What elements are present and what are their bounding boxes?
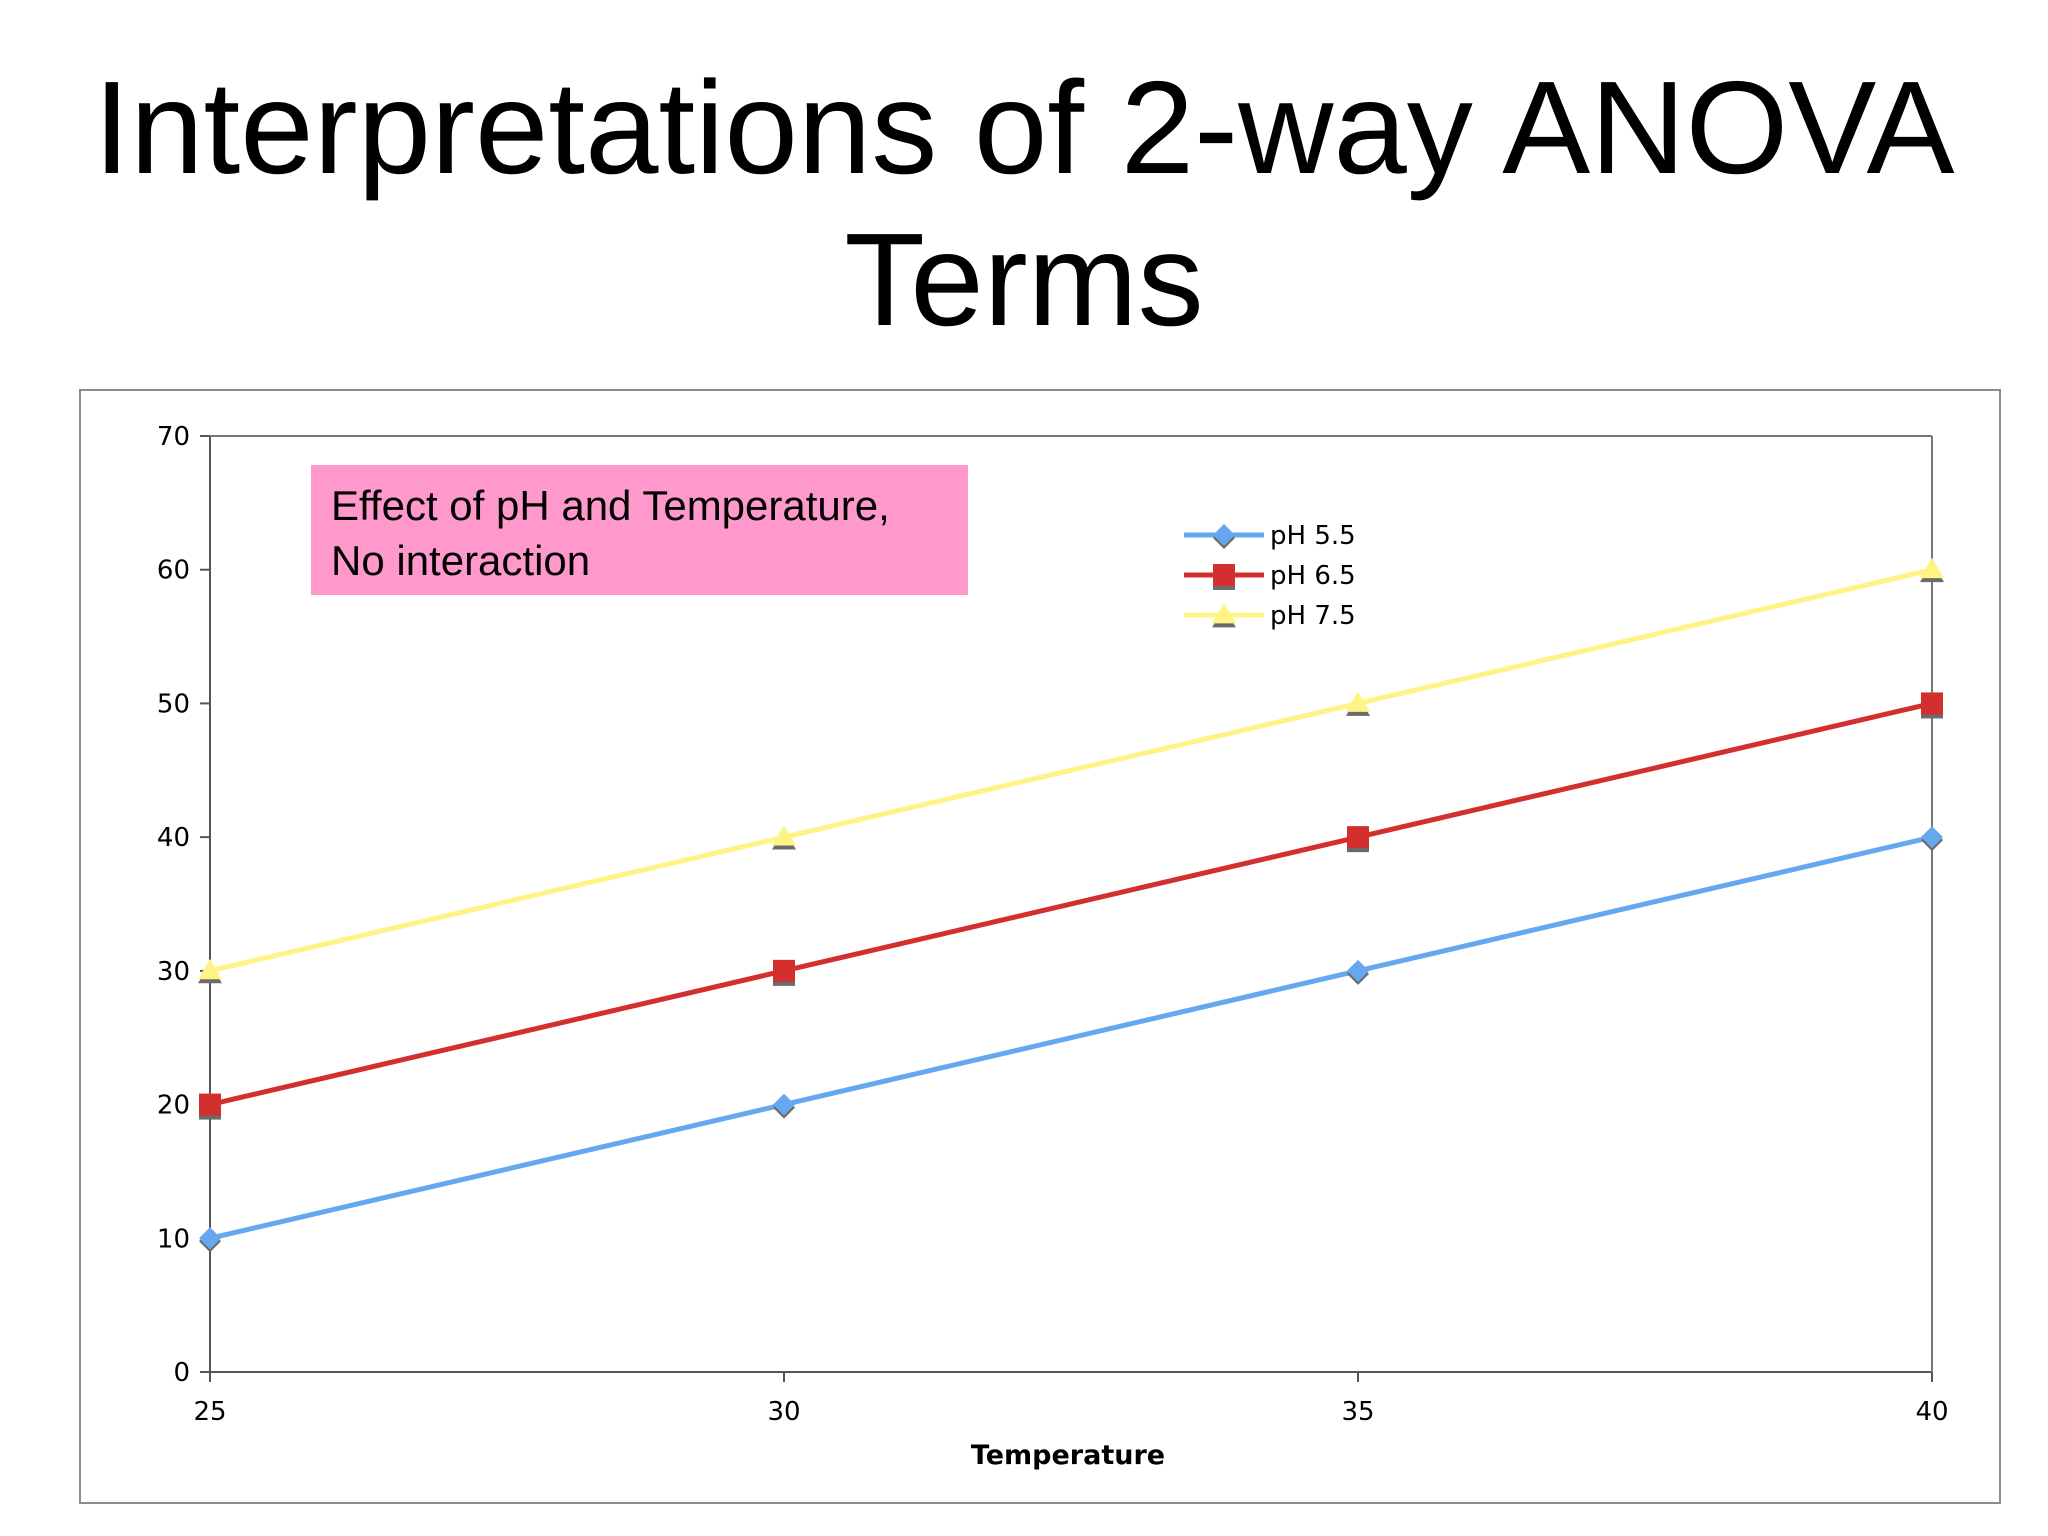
slide-title-line-1: Interpretations of 2-way ANOVA: [93, 54, 1955, 201]
annotation-line-2: No interaction: [331, 537, 590, 584]
x-tick-label: 30: [767, 1397, 800, 1427]
y-tick-label: 0: [173, 1358, 190, 1388]
data-point: [1346, 691, 1370, 712]
y-tick-label: 30: [157, 957, 190, 987]
y-tick-label: 20: [157, 1091, 190, 1121]
data-point: [1921, 692, 1943, 715]
series-3: [198, 557, 1944, 984]
legend-label: pH 7.5: [1270, 601, 1356, 631]
x-tick-label: 25: [193, 1397, 226, 1427]
data-point: [772, 825, 796, 846]
y-tick-label: 50: [157, 689, 190, 719]
data-point: [773, 959, 795, 982]
series-layer: [198, 557, 1944, 1253]
series-line: [209, 567, 1933, 974]
slide-title-line-2: Terms: [844, 206, 1204, 353]
annotation-background: [311, 465, 968, 595]
data-point: [199, 1093, 221, 1116]
legend-entry: pH 7.5: [1184, 601, 1356, 631]
annotation-line-1: Effect of pH and Temperature,: [331, 482, 890, 529]
series-line: [209, 700, 1933, 1108]
y-tick-label: 40: [157, 823, 190, 853]
legend: pH 5.5 pH 6.5 pH 7.5: [1184, 521, 1356, 631]
y-tick-label: 10: [157, 1224, 190, 1254]
data-point: [773, 1093, 795, 1116]
legend-swatch-marker: [1212, 603, 1236, 624]
data-point: [1347, 959, 1369, 982]
x-axis-title: Temperature: [971, 1440, 1165, 1471]
legend-swatch-marker: [1213, 564, 1235, 586]
legend-label: pH 5.5: [1270, 521, 1356, 551]
legend-entry: pH 5.5: [1184, 521, 1356, 551]
axes: [200, 435, 1933, 1382]
y-tick-label: 70: [157, 422, 190, 452]
data-point: [198, 958, 222, 980]
x-tick-label: 35: [1341, 1397, 1374, 1427]
series-line: [209, 834, 1933, 1241]
x-tick-label: 40: [1915, 1397, 1948, 1427]
data-point: [1921, 826, 1943, 849]
series-2: [199, 692, 1943, 1120]
legend-swatch-marker: [1213, 524, 1235, 546]
data-point: [199, 1227, 221, 1250]
legend-entry: pH 6.5: [1184, 561, 1356, 591]
legend-label: pH 6.5: [1270, 561, 1356, 591]
series-1: [199, 826, 1943, 1253]
y-tick-label: 60: [157, 556, 190, 586]
tick-labels: 0 10 20 30 40 50 60 70 25 30 35 40: [157, 422, 1949, 1427]
annotation-box: Effect of pH and Temperature, No interac…: [311, 465, 968, 595]
data-point: [1920, 557, 1944, 579]
data-point: [1347, 826, 1369, 849]
slide-title: Interpretations of 2-way ANOVA Terms: [0, 52, 2048, 356]
